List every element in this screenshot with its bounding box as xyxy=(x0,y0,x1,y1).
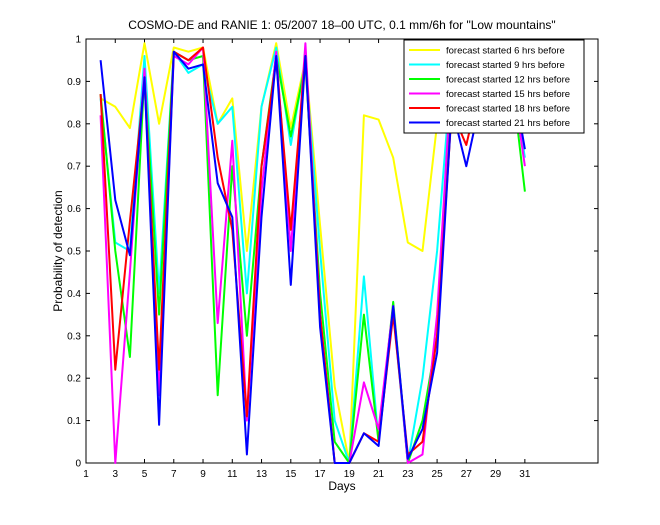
x-tick-label: 11 xyxy=(227,469,238,480)
x-tick-label: 23 xyxy=(402,469,414,480)
y-tick-label: 0 xyxy=(75,459,81,470)
x-tick-label: 15 xyxy=(285,469,297,480)
y-tick-label: 0.1 xyxy=(67,416,81,427)
x-tick-label: 3 xyxy=(112,469,118,480)
x-tick-label: 29 xyxy=(490,469,502,480)
y-tick-label: 0.2 xyxy=(67,374,81,385)
x-tick-label: 7 xyxy=(171,469,177,480)
x-tick-label: 19 xyxy=(344,469,356,480)
chart-title: COSMO-DE and RANIE 1: 05/2007 18–00 UTC,… xyxy=(128,18,555,32)
x-tick-label: 5 xyxy=(142,469,148,480)
x-axis: 1 3 5 7 9 11 13 15 17 19 21 23 25 27 29 31 xyxy=(83,39,531,480)
y-tick-label: 0.6 xyxy=(67,204,81,215)
x-tick-label: 1 xyxy=(83,469,89,480)
legend-label-4: forecast started 15 hrs before xyxy=(446,89,570,100)
y-tick-label: 0.5 xyxy=(67,247,81,258)
x-tick-label: 9 xyxy=(200,469,206,480)
x-tick-label: 13 xyxy=(256,469,268,480)
legend: forecast started 6 hrs before forecast st… xyxy=(403,39,585,134)
y-tick-label: 0.4 xyxy=(67,289,81,300)
y-axis-label: Probability of detection xyxy=(51,190,65,311)
y-tick-label: 0.3 xyxy=(67,331,81,342)
y-axis: 0 0.1 0.2 0.3 0.4 0.5 0.6 0.7 0.8 0.9 1 xyxy=(67,35,598,470)
x-tick-label: 21 xyxy=(373,469,385,480)
legend-label-6: forecast started 21 hrs before xyxy=(446,118,570,129)
x-axis-label: Days xyxy=(328,479,355,493)
legend-label-2: forecast started 9 hrs before xyxy=(446,60,565,71)
x-tick-label: 27 xyxy=(461,469,473,480)
x-tick-label: 17 xyxy=(314,469,326,480)
legend-label-1: forecast started 6 hrs before xyxy=(446,46,565,57)
legend-label-3: forecast started 12 hrs before xyxy=(446,75,570,86)
y-tick-label: 0.8 xyxy=(67,119,81,130)
y-tick-label: 0.9 xyxy=(67,77,81,88)
x-tick-label: 31 xyxy=(519,469,531,480)
y-tick-label: 0.7 xyxy=(67,162,81,173)
x-tick-label: 25 xyxy=(432,469,444,480)
y-tick-label: 1 xyxy=(75,35,81,46)
legend-box xyxy=(403,39,585,134)
legend-label-5: forecast started 18 hrs before xyxy=(446,104,570,115)
